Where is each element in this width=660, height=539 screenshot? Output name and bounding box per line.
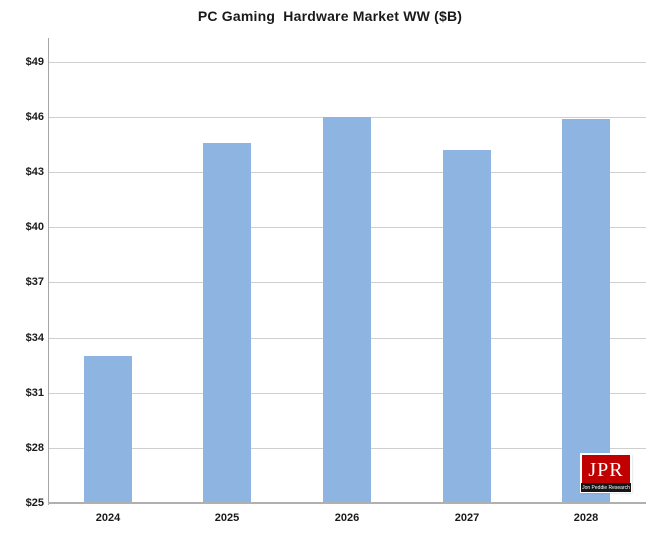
x-tick-label-2028: 2028 (573, 512, 599, 524)
y-tick-label: $40 (25, 221, 44, 233)
bar-2028 (562, 119, 610, 503)
gridline-49 (48, 62, 646, 63)
bar-2025 (203, 143, 251, 503)
jpr-logo: JPR Jon Peddie Research (580, 453, 632, 493)
x-tick-label-2026: 2026 (334, 512, 360, 524)
plot-area (48, 38, 646, 503)
y-tick-label: $31 (25, 387, 44, 399)
y-tick-label: $43 (25, 166, 44, 178)
x-axis-line (48, 502, 646, 504)
jpr-logo-acronym: JPR (581, 454, 631, 483)
y-tick-label: $49 (25, 56, 44, 68)
y-tick-label: $34 (25, 332, 44, 344)
y-tick-label: $25 (25, 497, 44, 509)
chart-title: PC Gaming Hardware Market WW ($B) (197, 8, 463, 24)
bar-2026 (323, 117, 371, 503)
bar-2027 (443, 150, 491, 503)
x-tick-label-2027: 2027 (454, 512, 480, 524)
jpr-logo-fullname: Jon Peddie Research (581, 483, 631, 492)
y-tick-label: $46 (25, 111, 44, 123)
y-tick-label: $28 (25, 442, 44, 454)
y-axis-line (48, 38, 49, 505)
bar-2024 (84, 356, 132, 503)
y-tick-label: $37 (25, 276, 44, 288)
x-tick-label-2025: 2025 (214, 512, 240, 524)
x-tick-label-2024: 2024 (95, 512, 121, 524)
